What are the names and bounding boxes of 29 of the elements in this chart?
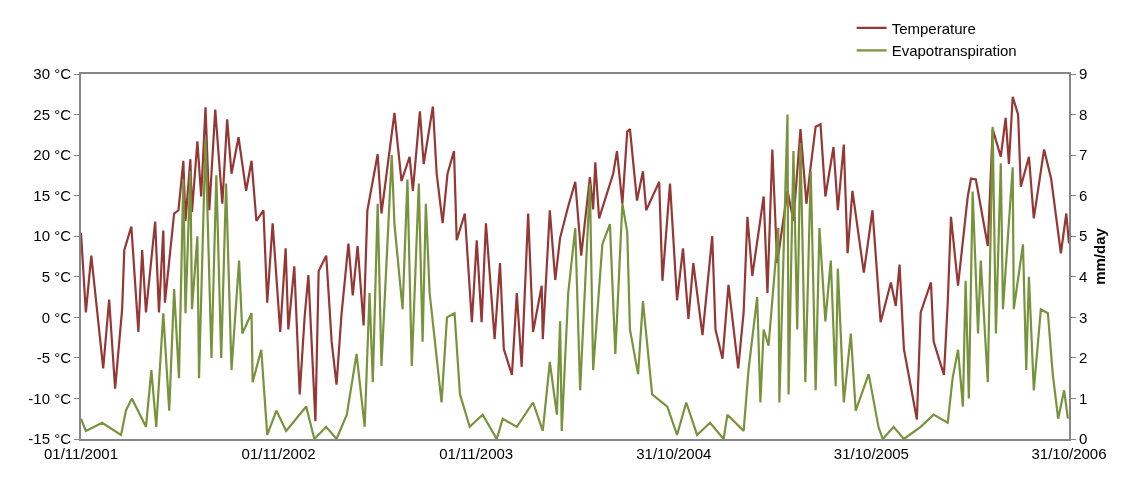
y2-tick-label: 3 [1079, 308, 1088, 326]
y2-tick-label: 0 [1079, 430, 1088, 448]
y-tick-label: -15 °C [28, 430, 72, 448]
x-tick-label: 01/11/2002 [241, 445, 316, 462]
x-tick-label: 01/11/2001 [44, 445, 118, 462]
y2-tick-label: 4 [1079, 268, 1088, 286]
y2-tick-label: 6 [1079, 186, 1088, 204]
x-tick-label: 31/10/2004 [636, 445, 712, 462]
y2-tick-label: 9 [1079, 65, 1088, 83]
y2-tick-label: 2 [1079, 349, 1088, 367]
legend-label: Evapotranspiration [891, 42, 1017, 60]
y-tick-label: 20 °C [33, 146, 72, 164]
y2-tick-label: 7 [1079, 146, 1088, 164]
y-tick-label: 0 °C [41, 308, 72, 326]
x-tick-label: 31/10/2006 [1031, 445, 1107, 462]
y-tick-label: 25 °C [33, 105, 72, 123]
legend-label: Temperature [891, 19, 976, 37]
y-tick-label: -10 °C [28, 389, 72, 407]
y-tick-label: 30 °C [33, 65, 72, 83]
y2-tick-label: 8 [1079, 105, 1088, 123]
y-tick-label: 15 °C [33, 186, 72, 204]
y-tick-label: 10 °C [33, 227, 72, 245]
y-tick-label: 5 °C [41, 268, 72, 286]
y2-axis-title: mm/day [1090, 227, 1108, 285]
x-tick-label: 01/11/2003 [439, 445, 514, 462]
x-tick-label: 31/10/2005 [833, 445, 909, 462]
y2-tick-label: 1 [1079, 389, 1088, 407]
y-tick-label: -5 °C [36, 349, 72, 367]
y2-tick-label: 5 [1079, 227, 1088, 245]
